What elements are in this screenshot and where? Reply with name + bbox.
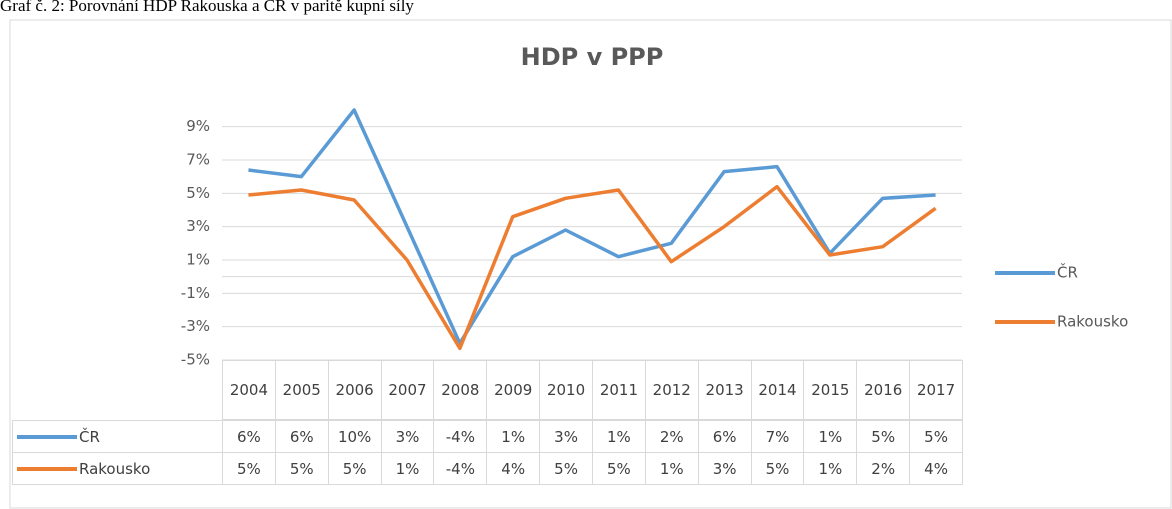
y-tick-label: 7% — [186, 151, 210, 169]
table-cell: 5% — [274, 452, 329, 485]
y-tick-label: 9% — [186, 117, 210, 135]
table-cell: -4% — [433, 420, 488, 453]
legend-label: ČR — [1057, 263, 1078, 282]
table-header-cell: 2013 — [697, 360, 752, 420]
table-header-cell: 2007 — [380, 360, 435, 420]
table-cell: 5% — [856, 420, 911, 453]
table-cell: 3% — [697, 452, 752, 485]
table-series-name: Rakousko — [79, 459, 151, 478]
table-series-name: ČR — [79, 427, 100, 446]
table-header-cell: 2010 — [539, 360, 593, 420]
table-legend-cell: Rakousko — [12, 452, 223, 485]
legend-label: Rakousko — [1057, 313, 1128, 331]
table-header-cell: 2011 — [592, 360, 646, 420]
table-cell: 5% — [222, 452, 276, 485]
table-cell: 5% — [327, 452, 382, 485]
table-header-cell: 2017 — [909, 360, 963, 420]
table-cell: 7% — [750, 420, 805, 453]
table-header-cell: 2009 — [486, 360, 541, 420]
table-header-cell: 2008 — [433, 360, 488, 420]
y-tick-label: -5% — [181, 351, 210, 369]
caption: Graf č. 2: Porovnání HDP Rakouska a ČR v… — [0, 0, 414, 15]
table-cell: 5% — [539, 452, 593, 485]
table-cell: 1% — [803, 452, 858, 485]
y-tick-label: 3% — [186, 217, 210, 235]
table-cell: 1% — [380, 452, 435, 485]
y-tick-label: 1% — [186, 251, 210, 269]
table-header-cell: 2005 — [274, 360, 329, 420]
table-cell: 5% — [750, 452, 805, 485]
table-cell: 4% — [486, 452, 541, 485]
table-cell: 2% — [856, 452, 911, 485]
table-legend-cell: ČR — [12, 420, 223, 453]
table-cell: 10% — [327, 420, 382, 453]
table-cell: 5% — [592, 452, 646, 485]
table-header-cell: 2004 — [222, 360, 276, 420]
table-cell: 1% — [803, 420, 858, 453]
table-cell: 5% — [909, 420, 963, 453]
table-cell: 3% — [380, 420, 435, 453]
series-line — [248, 184, 937, 351]
table-cell: 6% — [274, 420, 329, 453]
table-header-cell: 2006 — [327, 360, 382, 420]
y-tick-label: -1% — [181, 284, 210, 302]
chart-border — [9, 19, 1172, 509]
table-header-cell: 2016 — [856, 360, 911, 420]
table-legend-swatch — [17, 434, 77, 439]
table-cell: 6% — [697, 420, 752, 453]
table-header-cell: 2015 — [803, 360, 858, 420]
table-cell: 4% — [909, 452, 963, 485]
table-header-cell: 2014 — [750, 360, 805, 420]
table-cell: 2% — [644, 420, 699, 453]
table-cell: 1% — [592, 420, 646, 453]
y-tick-label: -3% — [181, 317, 210, 335]
table-cell: -4% — [433, 452, 488, 485]
table-legend-swatch — [17, 466, 77, 471]
y-tick-label: 5% — [186, 184, 210, 202]
table-cell: 3% — [539, 420, 593, 453]
table-cell: 6% — [222, 420, 276, 453]
table-header-cell: 2012 — [644, 360, 699, 420]
table-cell: 1% — [644, 452, 699, 485]
series-line — [248, 108, 936, 346]
chart-title: HDP v PPP — [521, 43, 664, 71]
table-cell: 1% — [486, 420, 541, 453]
